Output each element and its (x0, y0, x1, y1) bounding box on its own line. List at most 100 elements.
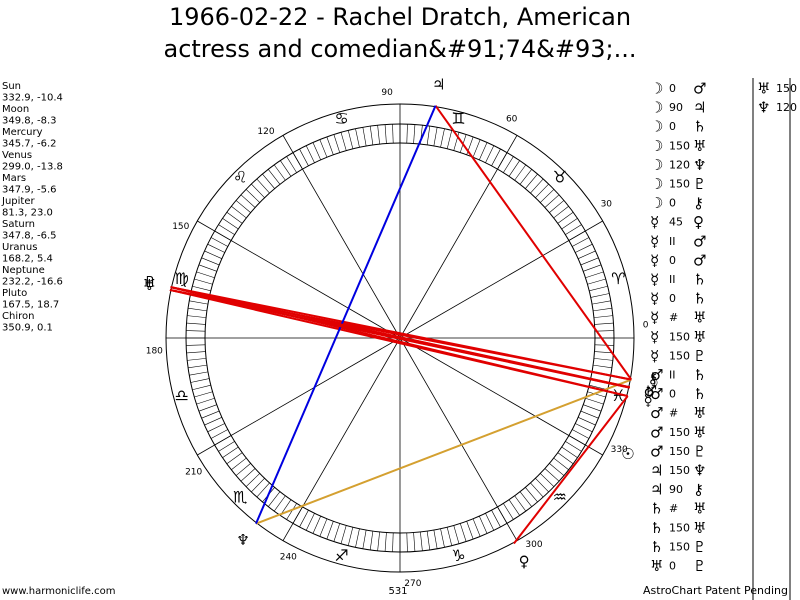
aspect-planet: ☽ (650, 80, 663, 98)
zodiac-sign: ♉ (553, 168, 567, 187)
aspect-planet: ♆ (757, 99, 770, 117)
planet-position: 168.2, 5.4 (2, 254, 53, 265)
zodiac-sign: ♎ (175, 386, 189, 405)
ring-tick (561, 218, 578, 230)
ring-tick (420, 531, 423, 551)
aspect-planet: ♂ (650, 423, 663, 441)
ring-tick (189, 371, 209, 376)
aspect-planet: ♂ (693, 80, 706, 98)
aspect-type: II (669, 235, 676, 248)
ring-tick (525, 173, 538, 189)
aspect-type: II (669, 273, 676, 286)
planet-position: 347.8, -6.5 (2, 231, 57, 242)
ring-tick (286, 156, 297, 173)
ring-tick (530, 482, 544, 498)
aspect-planet: ♂ (693, 232, 706, 250)
ring-tick (479, 142, 488, 160)
ring-tick (426, 531, 431, 550)
ring-tick (453, 132, 460, 151)
aspect-type: 150 (669, 464, 690, 477)
planet-glyph: ☽ (645, 374, 658, 392)
ring-tick (392, 124, 394, 144)
ring-tick (192, 285, 211, 292)
aspect-planet: ♀ (693, 213, 704, 231)
ring-tick (384, 124, 387, 144)
planet-glyph: ☿ (643, 392, 652, 410)
ring-tick (575, 423, 593, 433)
aspect-planet: ⚷ (693, 194, 704, 212)
aspect-line (170, 286, 630, 389)
planet-name: Uranus (2, 242, 37, 253)
ring-tick (459, 523, 467, 542)
ring-tick (426, 126, 431, 145)
ring-tick (503, 156, 514, 173)
aspect-type: 150 (669, 330, 690, 343)
ring-tick (268, 491, 281, 507)
ring-tick (549, 200, 565, 213)
title-line: 1966-02-22 - Rachel Dratch, American (169, 3, 631, 31)
planet-position: 349.8, -8.3 (2, 116, 57, 127)
zodiac-sign: ♌ (233, 168, 247, 187)
ring-tick (201, 257, 220, 266)
ring-tick (544, 194, 560, 208)
ring-tick (593, 364, 612, 369)
aspect-planet: ♇ (693, 347, 706, 365)
ring-tick (565, 441, 582, 452)
ring-tick (186, 330, 206, 332)
ring-tick (479, 516, 488, 534)
aspect-planet: ♅ (757, 80, 770, 98)
aspect-planet: ☽ (650, 118, 663, 136)
ring-tick (340, 525, 347, 544)
degree-label: 210 (185, 467, 202, 477)
ring-tick (207, 243, 225, 253)
spoke (197, 337, 401, 456)
ring-tick (580, 257, 599, 266)
ring-tick (204, 417, 222, 426)
aspect-planet: ☿ (650, 271, 659, 289)
zodiac-sign: ♍ (175, 269, 189, 288)
ring-tick (593, 307, 612, 312)
aspect-type: 90 (669, 101, 683, 114)
ring-tick (440, 528, 445, 548)
degree-label: 60 (506, 114, 518, 124)
planet-name: Mars (2, 173, 26, 184)
aspect-planet: ♇ (693, 557, 706, 575)
ring-tick (196, 271, 215, 279)
ring-tick (585, 397, 604, 405)
ring-tick (198, 404, 217, 412)
aspect-type: 0 (669, 120, 676, 133)
planet-position: 167.5, 18.7 (2, 300, 59, 311)
aspect-planet: ♄ (693, 290, 706, 308)
ring-tick (519, 491, 532, 507)
aspect-planet: ♆ (693, 462, 706, 480)
aspect-type: II (669, 369, 676, 382)
ring-tick (340, 132, 347, 151)
ring-tick (210, 429, 228, 439)
ring-tick (299, 510, 309, 528)
zodiac-sign: ♊ (451, 109, 465, 128)
ring-tick (369, 126, 374, 145)
degree-label: 270 (404, 579, 421, 589)
zodiac-sign: ♐ (334, 546, 348, 565)
ring-tick (347, 130, 354, 149)
aspect-planet: ♄ (650, 500, 663, 518)
ring-tick (226, 211, 243, 224)
planet-glyph: ♂ (644, 382, 657, 400)
ring-tick (519, 169, 532, 185)
ring-tick (557, 452, 574, 465)
ring-tick (433, 127, 438, 147)
degree-label: 30 (601, 200, 613, 210)
ring-tick (319, 518, 328, 537)
aspect-planet: ☽ (650, 194, 663, 212)
ring-tick (333, 523, 341, 542)
aspect-planet: ♂ (650, 442, 663, 460)
planet-glyph: ♅ (143, 276, 156, 294)
ring-tick (218, 224, 235, 235)
ring-tick (192, 384, 211, 391)
ring-tick (508, 160, 520, 177)
aspect-planet: ♂ (650, 385, 663, 403)
aspect-type: 0 (669, 388, 676, 401)
aspect-planet: ♇ (693, 175, 706, 193)
ring-tick (572, 429, 590, 439)
